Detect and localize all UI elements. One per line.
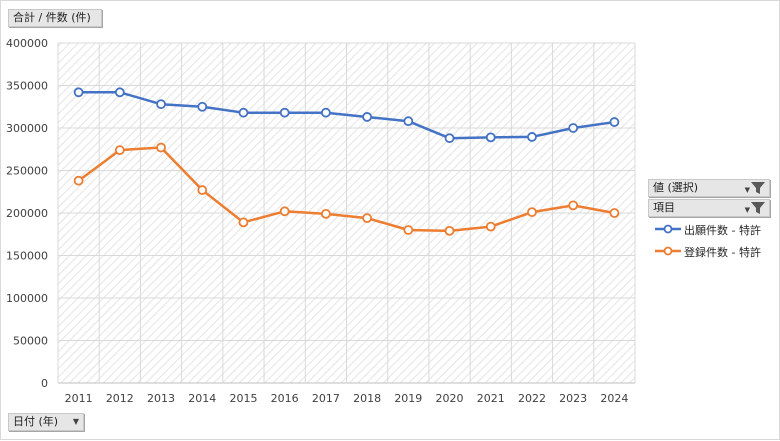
data-point[interactable] [320, 208, 331, 219]
filter-item-button[interactable]: 項目 ▼ [648, 199, 770, 217]
data-point[interactable] [609, 208, 620, 218]
data-point[interactable] [279, 107, 290, 118]
series-applications [73, 87, 620, 144]
funnel-icon[interactable] [750, 201, 766, 215]
x-tick-label: 2012 [106, 392, 134, 405]
x-tick-label: 2022 [518, 392, 546, 405]
data-point[interactable] [568, 200, 579, 211]
data-point[interactable] [568, 123, 579, 133]
data-point[interactable] [362, 213, 373, 224]
x-tick-label: 2017 [312, 392, 340, 405]
data-point[interactable] [73, 87, 84, 98]
data-point[interactable] [238, 107, 249, 118]
x-tick-label: 2013 [147, 392, 175, 405]
series-line[interactable] [77, 146, 615, 233]
legend-label-applications: 出願件数 - 特許 [684, 224, 761, 237]
data-point[interactable] [444, 225, 455, 236]
x-tick-label: 2024 [600, 392, 628, 405]
y-tick-label: 250000 [6, 165, 48, 178]
x-tick-label: 2016 [271, 392, 299, 405]
chevron-down-icon[interactable]: ▼ [72, 417, 79, 426]
legend-marker-registrations [655, 246, 681, 256]
series-line[interactable] [78, 91, 615, 140]
x-tick-label: 2021 [477, 392, 505, 405]
data-point[interactable] [156, 99, 166, 110]
data-point[interactable] [403, 116, 414, 127]
filter-value-button[interactable]: 値 (選択) ▼ [648, 179, 770, 197]
data-point[interactable] [527, 207, 537, 218]
data-point[interactable] [609, 117, 620, 127]
data-point[interactable] [238, 217, 249, 228]
data-point[interactable] [114, 145, 125, 156]
data-point[interactable] [114, 87, 125, 98]
x-tick-label: 2019 [394, 392, 422, 405]
y-tick-label: 100000 [6, 292, 48, 305]
data-point[interactable] [279, 206, 290, 217]
filter-value-label: 値 (選択) [653, 181, 699, 194]
data-point[interactable] [156, 142, 166, 153]
legend-marker-applications [655, 224, 681, 234]
filter-item-label: 項目 [653, 201, 675, 214]
data-point[interactable] [362, 112, 373, 122]
data-point[interactable] [444, 133, 455, 144]
y-tick-label: 0 [41, 377, 48, 390]
y-tick-label: 400000 [6, 37, 48, 50]
x-tick-label: 2011 [65, 392, 93, 405]
values-field-button[interactable]: 合計 / 件数 (件) [8, 9, 102, 27]
x-tick-label: 2015 [229, 392, 257, 405]
y-tick-label: 200000 [6, 207, 48, 220]
data-point[interactable] [403, 225, 414, 235]
data-point[interactable] [527, 132, 537, 142]
x-tick-label: 2018 [353, 392, 381, 405]
axis-field-label: 日付 (年) [13, 415, 59, 428]
x-tick-label: 2023 [559, 392, 587, 405]
funnel-icon[interactable] [750, 181, 766, 195]
series-registrations [73, 142, 620, 236]
y-tick-label: 150000 [6, 250, 48, 263]
y-tick-label: 300000 [6, 122, 48, 135]
legend-label-registrations: 登録件数 - 特許 [684, 246, 761, 259]
data-point[interactable] [197, 101, 208, 112]
data-point[interactable] [197, 185, 208, 195]
axis-field-button[interactable]: 日付 (年) ▼ [8, 413, 84, 431]
y-tick-label: 50000 [13, 335, 48, 348]
x-tick-label: 2020 [436, 392, 464, 405]
data-point[interactable] [320, 107, 331, 118]
chevron-down-icon: ▼ [744, 186, 750, 194]
x-tick-label: 2014 [188, 392, 216, 405]
data-point[interactable] [485, 132, 496, 143]
chevron-down-icon: ▼ [744, 206, 750, 214]
data-point[interactable] [485, 221, 496, 232]
values-field-label: 合計 / 件数 (件) [13, 11, 91, 24]
data-point[interactable] [73, 175, 84, 186]
y-tick-label: 350000 [6, 80, 48, 93]
